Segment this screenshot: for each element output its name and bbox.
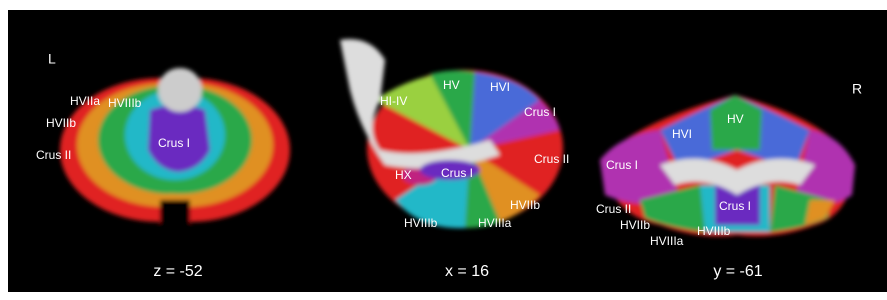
region-label: HVIIIb bbox=[404, 216, 438, 230]
region-label: HV bbox=[727, 112, 744, 126]
region-label: Crus I bbox=[524, 105, 556, 119]
region-label: Crus II bbox=[534, 152, 569, 166]
region-label: HVIIa bbox=[70, 94, 100, 108]
region-label: HVIIb bbox=[510, 198, 540, 212]
region-label: HVIIIa bbox=[478, 216, 512, 230]
region-label: HVIIIa bbox=[650, 234, 684, 248]
region-label: HVIIb bbox=[620, 218, 650, 232]
orientation-right: R bbox=[852, 81, 862, 97]
region-label: Crus I bbox=[719, 199, 751, 213]
figure: L R z = -52 x = 16 y = -61 HVIIa HVIIIb … bbox=[0, 0, 887, 300]
region-label: Crus I bbox=[441, 166, 473, 180]
slice-coordinate: x = 16 bbox=[445, 263, 489, 280]
region-label: HI-IV bbox=[380, 94, 407, 108]
region-label: HVI bbox=[490, 80, 510, 94]
region-label: HX bbox=[395, 168, 412, 182]
region-label: Crus I bbox=[606, 158, 638, 172]
region-label: Crus I bbox=[158, 136, 190, 150]
region-label: HVI bbox=[672, 127, 692, 141]
region-label: HV bbox=[443, 78, 460, 92]
region-label: HVIIIb bbox=[108, 96, 142, 110]
region-label: HVIIb bbox=[46, 116, 76, 130]
slice-coordinate: y = -61 bbox=[713, 263, 762, 280]
slice-coordinate: z = -52 bbox=[153, 263, 202, 280]
region-label: Crus II bbox=[596, 202, 631, 216]
region-label: HVIIIb bbox=[697, 224, 731, 238]
orientation-left: L bbox=[48, 51, 56, 67]
region-label: Crus II bbox=[36, 148, 71, 162]
